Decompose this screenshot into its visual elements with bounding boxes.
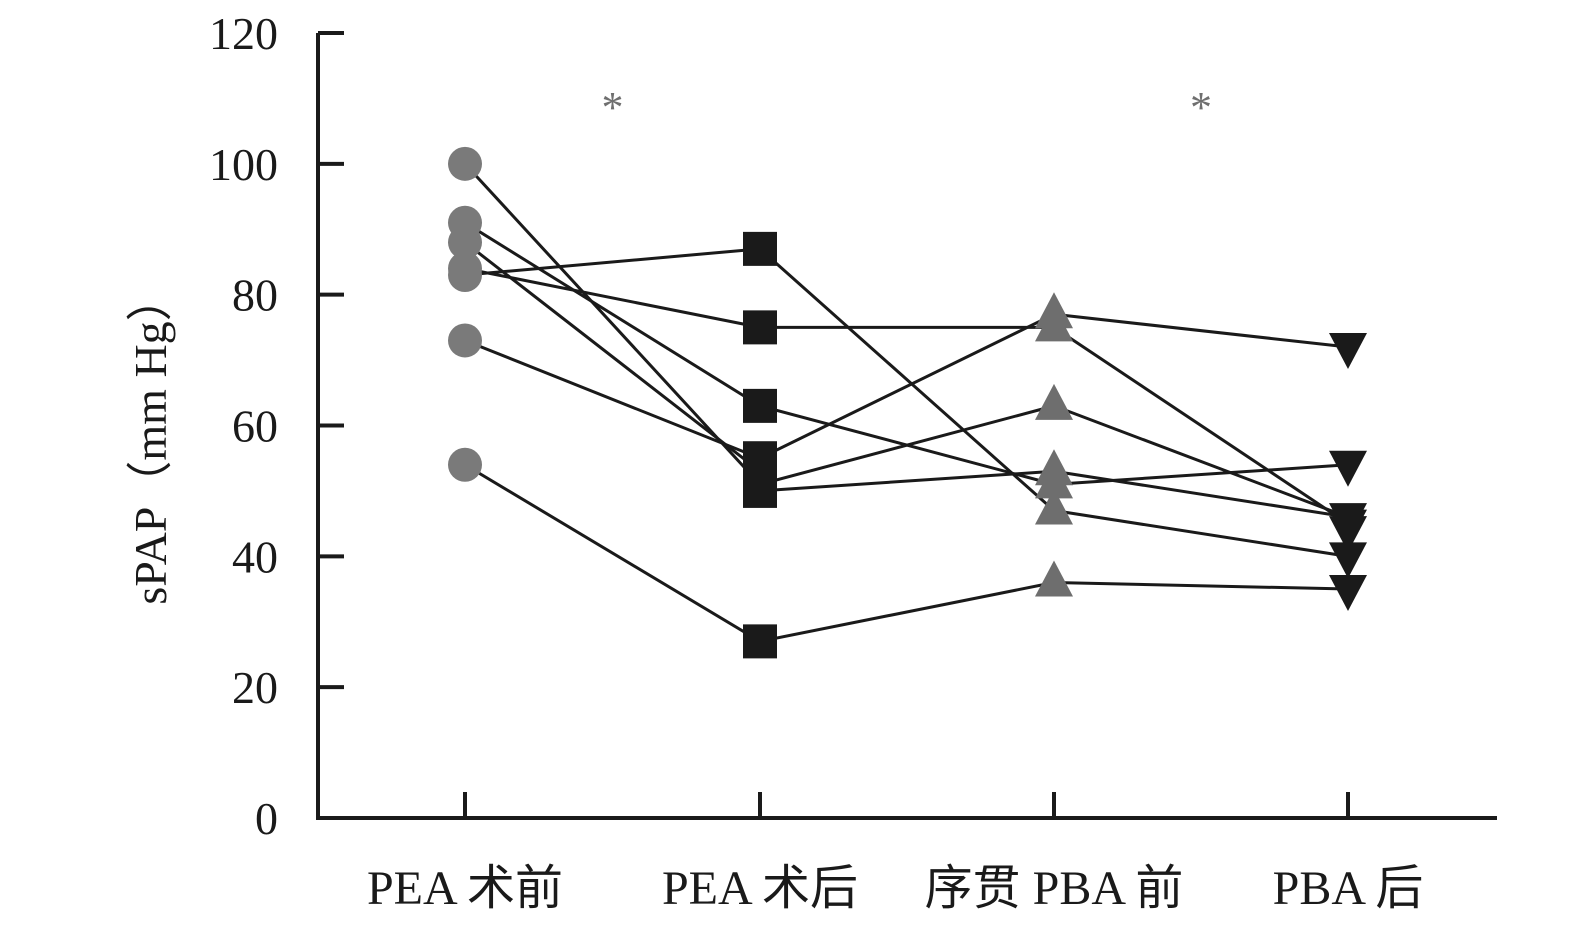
series-segment [1053, 509, 1349, 558]
data-point-triangle-up [1035, 560, 1073, 597]
series-segment [759, 581, 1055, 643]
data-point-triangle-up [1035, 305, 1073, 342]
y-tick-label: 20 [232, 662, 278, 713]
series-segment [759, 404, 1055, 486]
data-point-square [743, 388, 777, 423]
y-axis-title: sPAP（mm Hg） [125, 275, 176, 604]
series-segment [464, 267, 761, 329]
series-segment [1053, 581, 1349, 591]
axes [316, 33, 1497, 820]
y-tick-label: 80 [232, 270, 278, 321]
y-tick-label: 0 [255, 793, 278, 844]
series-segment [464, 247, 761, 277]
data-markers [448, 146, 1367, 659]
x-category-label: PBA 后 [1273, 862, 1424, 915]
series-segment [1053, 326, 1349, 525]
data-point-circle [448, 258, 482, 293]
x-ticks: PEA 术前 PEA 术后 序贯 PBA 前 PBA 后 [367, 792, 1423, 915]
y-tick-label: 60 [232, 401, 278, 452]
y-tick-label: 100 [209, 139, 278, 190]
data-point-circle [448, 225, 482, 260]
data-point-triangle-up [1035, 462, 1073, 499]
series-segment [464, 241, 761, 473]
data-point-triangle-down [1329, 542, 1367, 579]
series-segment [759, 312, 1055, 460]
data-point-triangle-down [1329, 516, 1367, 553]
x-category-label: PEA 术后 [662, 862, 858, 915]
data-point-triangle-down [1329, 450, 1367, 487]
series-segment [759, 247, 1055, 512]
data-point-triangle-down [1329, 333, 1367, 369]
series-segment [759, 469, 1055, 493]
data-point-triangle-up [1035, 488, 1073, 525]
data-point-circle [448, 323, 482, 358]
significance-asterisk: * [602, 83, 624, 132]
y-tick-label: 120 [209, 8, 278, 59]
data-point-square [743, 624, 777, 659]
data-point-square [743, 473, 777, 508]
y-ticks: 0 20 40 60 80 100 120 [209, 8, 344, 844]
series-segment [1053, 404, 1349, 519]
series-segment [464, 339, 761, 460]
series-lines [463, 162, 1349, 643]
series-segment [464, 463, 761, 643]
x-category-label: PEA 术前 [367, 862, 563, 915]
series-segment [463, 162, 762, 486]
x-category-label: 序贯 PBA 前 [925, 862, 1184, 915]
significance-marks: * * [602, 83, 1213, 132]
data-point-triangle-down [1329, 575, 1367, 612]
series-segment [1053, 463, 1349, 486]
series-segment [464, 221, 761, 408]
data-point-square [743, 310, 777, 345]
data-point-circle [448, 447, 482, 482]
y-tick-label: 40 [232, 531, 278, 582]
data-point-square [743, 231, 777, 266]
series-segment [1053, 312, 1349, 349]
series-segment [1053, 469, 1349, 519]
data-point-circle [448, 146, 482, 181]
data-point-triangle-up [1035, 383, 1073, 420]
significance-asterisk: * [1190, 83, 1212, 132]
